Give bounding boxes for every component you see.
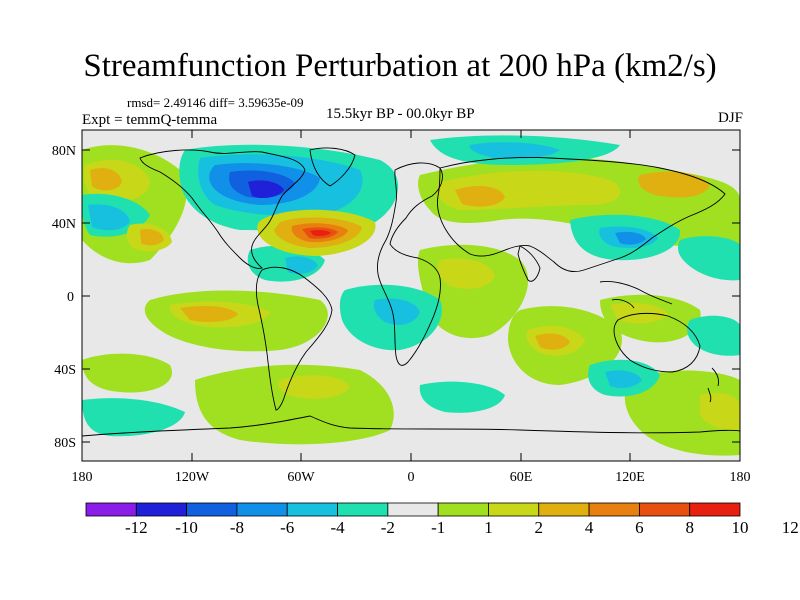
colorbar-label: -6 (280, 518, 294, 537)
contour-positive-band (455, 185, 505, 207)
contour-positive-band (90, 168, 122, 191)
latitude-labels: 80N 40N 0 40S 80S (52, 144, 76, 451)
coastline-north-america (139, 149, 306, 269)
coastline-antarctica (82, 415, 740, 437)
colorbar-label: -8 (230, 518, 244, 537)
colorbar-swatch (538, 502, 590, 517)
longitude-labels: 180 120W 60W 0 60E 120E 180 (72, 470, 751, 485)
period-label: 15.5kyr BP - 00.0kyr BP (326, 106, 475, 122)
coastline-asia (437, 157, 726, 273)
colorbar-swatch (337, 502, 389, 517)
coastline-europe-africa (377, 162, 443, 366)
lat-label-40s: 40S (54, 363, 76, 378)
colorbar-label: 2 (535, 518, 544, 537)
contour-negative-band (615, 231, 646, 245)
contour-positive-band (82, 353, 172, 393)
contour-negative-band (285, 256, 318, 274)
lon-label-0: 0 (408, 470, 415, 485)
coastline-greenland (309, 147, 356, 187)
contour-positive-band (195, 364, 394, 445)
lon-label-180w: 180 (72, 470, 93, 485)
contour-positive-band (624, 370, 740, 456)
colorbar-swatch (638, 502, 691, 517)
contour-high-center (140, 229, 164, 246)
season-label: DJF (717, 110, 743, 126)
colorbar-label: 6 (635, 518, 644, 537)
colorbar-swatch (85, 502, 137, 517)
lat-label-80n: 80N (52, 144, 76, 159)
axis-ticks (81, 130, 741, 461)
colorbar-swatch (135, 502, 188, 517)
contour-positive-band (180, 306, 238, 322)
colorbar-swatch (588, 502, 640, 517)
coastline-south-america (255, 266, 333, 411)
coastline-australia (613, 312, 701, 373)
lon-label-180e: 180 (730, 470, 751, 485)
rmsd-stats: rmsd= 2.49146 diff= 3.59635e-09 (127, 95, 304, 110)
colorbar-swatch (186, 502, 238, 517)
contour-negative-band (419, 381, 505, 413)
lon-label-120e: 120E (615, 470, 645, 485)
lon-label-60e: 60E (510, 470, 533, 485)
contour-negative-band (605, 370, 642, 388)
contour-fields (82, 135, 740, 456)
contour-positive-band (610, 302, 668, 324)
colorbar-label: 12 (782, 518, 799, 537)
contour-negative-band (677, 236, 740, 281)
colorbar-label: -4 (330, 518, 345, 537)
contour-negative-band (373, 298, 420, 325)
colorbar-swatch (236, 502, 288, 517)
coastline-new-zealand (707, 367, 719, 403)
contour-positive-band (278, 375, 350, 399)
experiment-label: Expt = temmQ-temma (82, 112, 218, 128)
lon-label-60w: 60W (287, 470, 315, 485)
colorbar-swatch (488, 502, 540, 517)
colorbar-label: 10 (732, 518, 749, 537)
colorbar-label: -1 (431, 518, 445, 537)
colorbar-label: 8 (685, 518, 694, 537)
colorbar-swatch (387, 502, 439, 517)
lat-label-eq: 0 (67, 290, 74, 305)
colorbar (85, 502, 741, 517)
contour-negative-band (687, 315, 740, 356)
lat-label-80s: 80S (54, 436, 76, 451)
coastlines (82, 147, 740, 437)
colorbar-label: -2 (381, 518, 395, 537)
lat-label-40n: 40N (52, 217, 76, 232)
colorbar-label: 1 (484, 518, 493, 537)
plot-title: Streamfunction Perturbation at 200 hPa (… (83, 48, 717, 84)
colorbar-labels: -12 -10 -8 -6 -4 -2 -1 1 2 4 6 8 10 12 (125, 518, 799, 537)
contour-positive-band (638, 171, 710, 198)
contour-positive-band (700, 393, 740, 431)
contour-positive-band (535, 333, 570, 350)
contour-positive-band (437, 258, 495, 289)
contour-negative-band (82, 398, 185, 437)
contour-negative-band (88, 204, 130, 231)
colorbar-swatch (689, 502, 741, 517)
coastline-india (517, 245, 541, 282)
contour-negative-band (248, 180, 284, 198)
contour-high-center (310, 229, 331, 237)
colorbar-label: -10 (175, 518, 198, 537)
coastline-maritime (599, 281, 673, 309)
colorbar-label: 4 (585, 518, 594, 537)
contour-negative-band (469, 142, 560, 159)
lon-label-120w: 120W (175, 470, 210, 485)
colorbar-label: -12 (125, 518, 148, 537)
colorbar-swatch (437, 502, 489, 517)
colorbar-swatch (286, 502, 338, 517)
